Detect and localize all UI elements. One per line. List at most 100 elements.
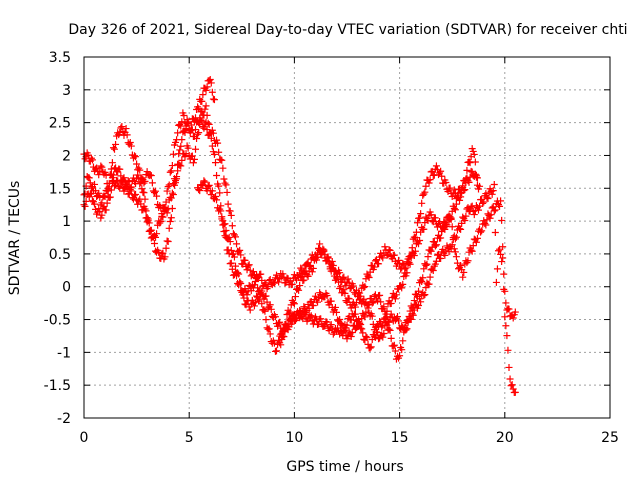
data-point-plus [190,155,198,163]
data-point-plus [286,308,294,316]
data-point-plus [422,261,430,269]
data-point-plus [136,166,144,174]
data-point-plus [300,276,308,284]
data-point-plus [163,209,171,217]
data-point-plus [88,156,96,164]
data-point-plus [467,246,475,254]
data-point-plus [250,281,258,289]
data-point-plus [164,238,172,246]
data-point-plus [367,343,375,351]
data-point-plus [234,269,242,277]
data-point-plus [356,296,364,304]
data-point-plus [320,246,328,254]
data-point-plus [357,292,365,300]
data-point-plus [511,388,519,396]
data-point-plus [380,330,388,338]
data-point-plus [134,171,142,179]
data-point-plus [323,292,331,300]
data-point-plus [409,311,417,319]
data-point-plus [303,271,311,279]
data-point-plus [464,204,472,212]
data-point-plus [511,308,519,316]
data-point-plus [351,303,359,311]
data-point-plus [356,320,364,328]
data-point-plus [402,264,410,272]
data-point-plus [136,195,144,203]
data-point-plus [437,254,445,262]
data-point-plus [421,291,429,299]
data-point-plus [417,210,425,218]
data-point-plus [457,193,465,201]
data-point-plus [362,333,370,341]
data-point-plus [195,186,203,194]
data-point-plus [132,153,140,161]
data-point-plus [202,102,210,110]
data-point-plus [363,334,371,342]
data-point-plus [300,303,308,311]
data-point-plus [184,144,192,152]
data-point-plus [470,150,478,158]
data-point-plus [122,180,130,188]
data-point-plus [329,265,337,273]
data-point-plus [112,181,120,189]
data-point-plus [206,76,214,84]
data-point-plus [155,248,163,256]
data-point-plus [222,226,230,234]
data-point-plus [203,111,211,119]
data-point-plus [348,328,356,336]
data-point-plus [386,326,394,334]
data-point-plus [460,186,468,194]
data-point-plus [462,212,470,220]
data-point-plus [451,206,459,214]
data-point-plus [195,119,203,127]
data-point-plus [307,312,315,320]
data-point-plus [441,251,449,259]
data-point-plus [432,162,440,170]
data-point-plus [153,192,161,200]
data-point-plus [347,333,355,340]
data-point-plus [84,151,92,159]
data-point-plus [420,292,428,300]
data-point-plus [278,333,286,341]
data-points [80,76,519,397]
data-point-plus [509,314,517,322]
data-point-plus [415,302,423,310]
y-axis-label: SDTVAR / TECUs [7,181,23,296]
data-point-plus [505,305,513,313]
data-point-plus [102,206,110,214]
data-point-plus [189,159,197,167]
data-point-plus [250,271,258,279]
data-point-plus [359,329,367,337]
data-point-plus [497,197,505,205]
data-point-plus [140,189,148,197]
data-point-plus [452,233,460,241]
data-point-plus [465,158,473,166]
x-tick-label: 10 [285,430,303,446]
data-point-plus [208,126,216,134]
data-point-plus [167,214,175,222]
data-point-plus [426,176,434,184]
data-point-plus [157,217,165,225]
data-point-plus [431,242,439,250]
data-point-plus [204,182,212,190]
data-point-plus [198,97,206,105]
x-tick-label: 15 [391,430,409,446]
data-point-plus [277,341,285,349]
data-point-plus [317,315,325,323]
data-point-plus [324,254,332,262]
data-point-plus [271,313,279,321]
data-point-plus [122,125,130,133]
data-point-plus [152,187,160,195]
data-point-plus [431,214,439,222]
data-point-plus [277,324,285,332]
data-point-plus [366,344,374,352]
data-point-plus [464,177,472,185]
data-point-plus [178,156,186,164]
data-point-plus [218,156,226,164]
data-point-plus [168,204,176,212]
data-point-plus [213,171,221,179]
data-point-plus [141,177,149,185]
data-point-plus [201,105,209,113]
y-tick-label: 1.5 [49,181,71,197]
data-point-plus [482,221,490,229]
